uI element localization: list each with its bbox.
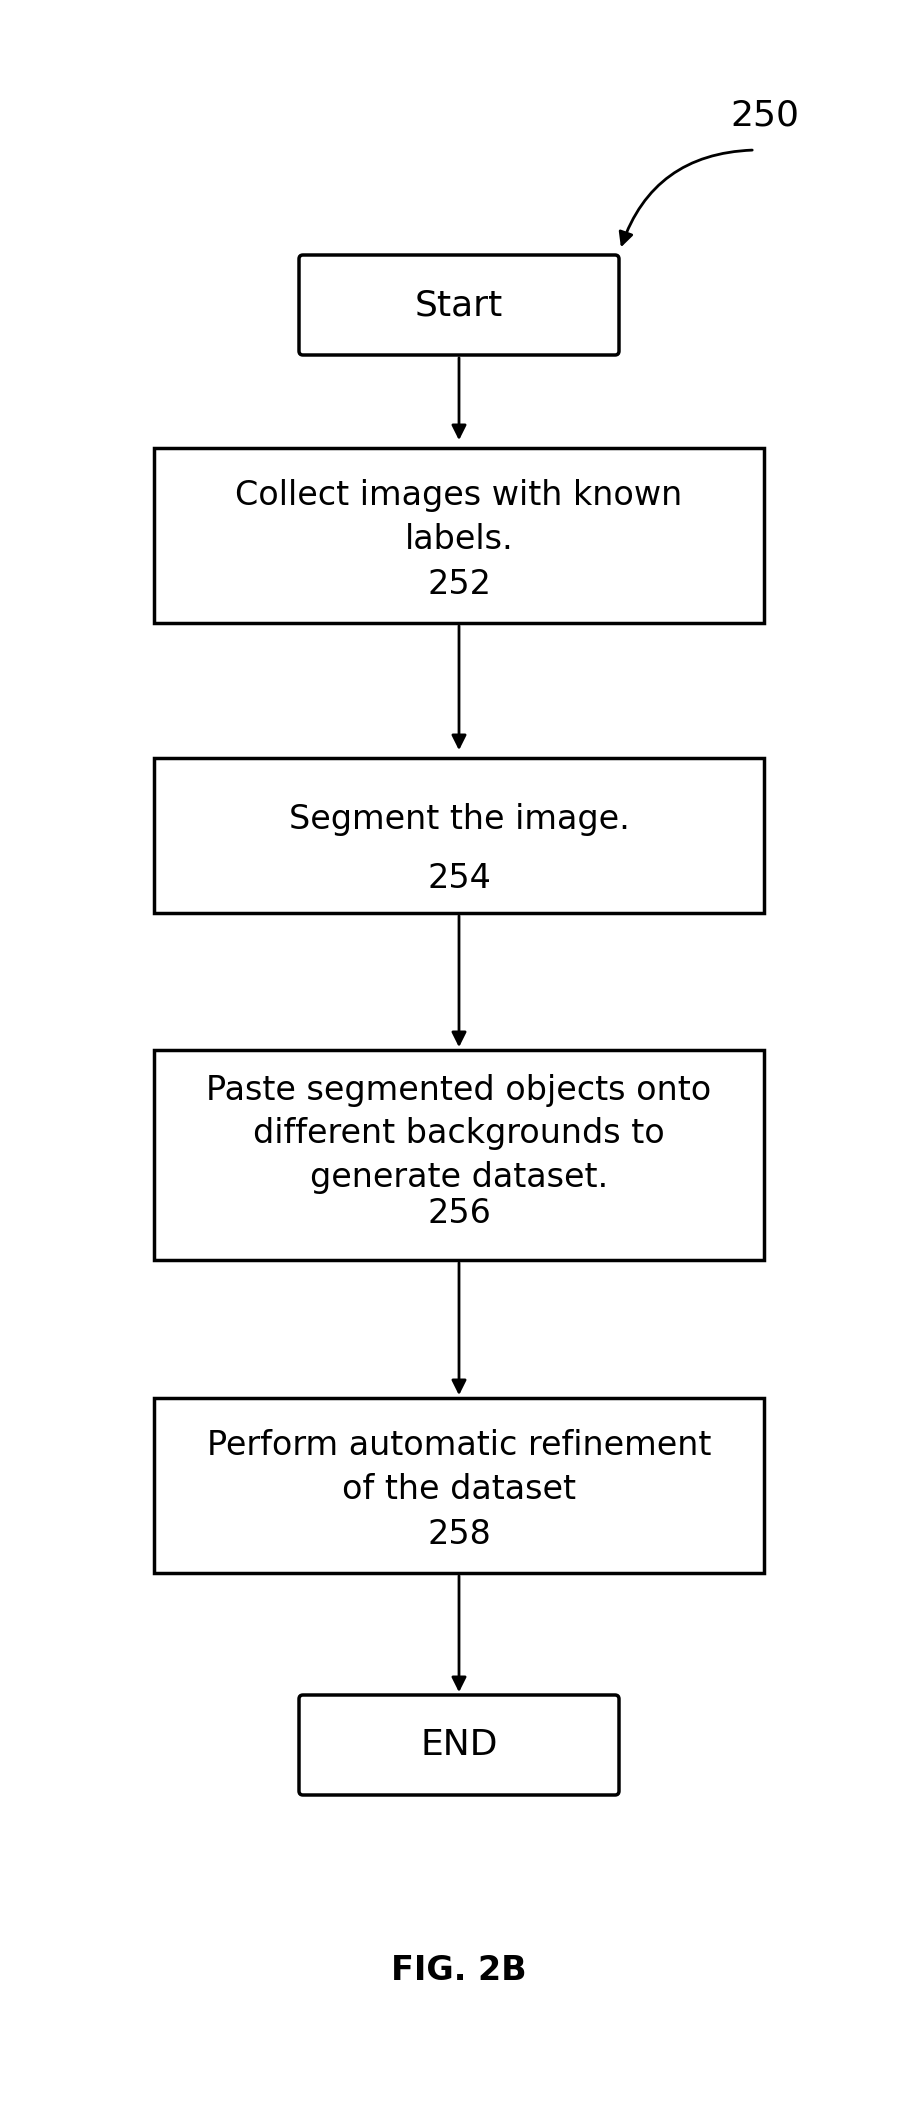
- Text: Start: Start: [415, 289, 503, 323]
- Text: END: END: [420, 1728, 498, 1762]
- Text: Segment the image.: Segment the image.: [288, 803, 630, 835]
- Text: 254: 254: [427, 863, 491, 895]
- Text: 256: 256: [427, 1196, 491, 1230]
- Bar: [154, 1050, 764, 1260]
- Bar: [154, 1398, 764, 1572]
- FancyBboxPatch shape: [299, 255, 619, 355]
- Text: Collect images with known
labels.: Collect images with known labels.: [235, 480, 683, 557]
- Bar: [154, 756, 764, 912]
- FancyBboxPatch shape: [299, 1696, 619, 1796]
- Text: Perform automatic refinement
of the dataset: Perform automatic refinement of the data…: [207, 1430, 711, 1507]
- Text: 258: 258: [427, 1517, 491, 1551]
- Text: Paste segmented objects onto
different backgrounds to
generate dataset.: Paste segmented objects onto different b…: [207, 1073, 711, 1194]
- Text: FIG. 2B: FIG. 2B: [391, 1953, 527, 1987]
- Text: 252: 252: [427, 567, 491, 601]
- Text: 250: 250: [730, 98, 799, 132]
- Bar: [154, 448, 764, 623]
- FancyArrowPatch shape: [621, 151, 752, 244]
